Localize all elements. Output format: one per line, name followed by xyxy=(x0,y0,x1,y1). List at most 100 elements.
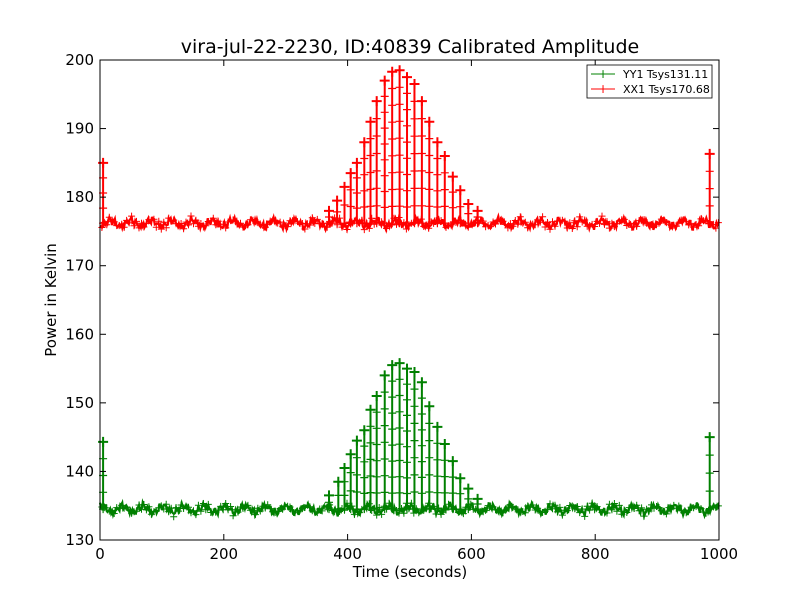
spike-marker xyxy=(372,166,381,175)
spike-marker xyxy=(372,424,381,433)
spike-marker xyxy=(372,201,381,210)
baseline-marker xyxy=(187,212,195,220)
spike-marker xyxy=(395,424,404,432)
baseline-marker xyxy=(194,501,202,509)
spike-marker xyxy=(395,202,404,211)
spike-marker xyxy=(410,132,419,141)
spike-marker xyxy=(366,185,375,194)
baseline-marker xyxy=(553,508,561,516)
baseline-marker xyxy=(687,219,695,227)
spike-marker xyxy=(456,489,465,498)
baseline-marker xyxy=(142,219,150,227)
spike-marker xyxy=(417,201,426,210)
spike-marker xyxy=(403,489,411,498)
baseline-marker xyxy=(573,223,581,231)
spike-marker xyxy=(433,488,442,497)
spike-marker xyxy=(388,118,397,127)
baseline-marker xyxy=(546,225,554,233)
baseline-marker xyxy=(588,499,596,507)
x-tick-label: 800 xyxy=(581,545,610,563)
spike-marker xyxy=(380,455,389,463)
spike-marker xyxy=(352,453,361,462)
spike-marker xyxy=(425,134,434,143)
spike-marker xyxy=(388,101,397,110)
peak-point xyxy=(424,401,435,412)
baseline-marker xyxy=(576,509,584,517)
spike-marker xyxy=(456,202,465,211)
spike-marker xyxy=(388,457,397,466)
peak-point xyxy=(409,79,420,89)
baseline-marker xyxy=(219,220,227,228)
spike-marker xyxy=(395,472,404,481)
peak-point xyxy=(339,463,350,473)
baseline-marker xyxy=(244,221,252,229)
spike-marker xyxy=(403,170,411,179)
peak-point xyxy=(432,137,443,148)
spike-marker xyxy=(388,393,397,402)
baseline-marker xyxy=(578,505,586,513)
baseline-marker xyxy=(605,500,613,508)
baseline-marker xyxy=(544,506,551,514)
spike-marker xyxy=(433,203,442,211)
baseline-marker xyxy=(133,507,140,515)
baseline-marker xyxy=(301,225,309,233)
spike-marker xyxy=(417,149,426,158)
spike-marker xyxy=(425,419,434,428)
spike-marker xyxy=(417,394,426,403)
spike-marker xyxy=(403,154,411,163)
spike-marker xyxy=(388,473,397,482)
baseline-marker xyxy=(608,506,616,514)
legend: + YY1 Tsys131.11 + XX1 Tsys170.68 xyxy=(586,64,713,99)
baseline-marker xyxy=(237,219,244,227)
baseline-marker xyxy=(556,503,564,511)
spike-marker xyxy=(360,457,369,466)
peak-point xyxy=(463,483,474,494)
x-tick-label: 0 xyxy=(95,545,105,563)
y-tick-label: 180 xyxy=(65,188,94,206)
baseline-marker xyxy=(222,500,230,507)
spike-marker xyxy=(395,456,404,465)
spike-marker xyxy=(403,395,411,404)
baseline-marker xyxy=(313,215,321,223)
peak-point xyxy=(394,65,405,76)
baseline-marker xyxy=(135,224,143,232)
baseline-marker xyxy=(536,218,544,226)
spike-marker xyxy=(440,168,449,177)
spike-marker xyxy=(366,455,375,464)
baseline-marker xyxy=(591,223,599,230)
baseline-marker xyxy=(192,216,200,224)
baseline-marker xyxy=(514,220,522,228)
baseline-marker xyxy=(603,509,611,517)
spike-marker xyxy=(380,388,389,397)
series-yy1 xyxy=(98,358,722,521)
spike-marker xyxy=(333,219,342,228)
spike-marker xyxy=(448,219,457,228)
spike-marker xyxy=(388,202,397,211)
peak-point xyxy=(455,473,466,484)
baseline-marker xyxy=(192,511,200,519)
spike-marker xyxy=(705,167,714,176)
baseline-marker xyxy=(190,507,197,515)
baseline-marker xyxy=(383,225,391,232)
baseline-marker xyxy=(613,507,621,515)
baseline-marker xyxy=(365,224,373,232)
baseline-marker xyxy=(603,218,611,226)
spike-marker xyxy=(366,472,375,480)
peak-point xyxy=(371,96,382,107)
spike-marker xyxy=(360,473,369,482)
spike-marker xyxy=(425,505,434,514)
spike-marker xyxy=(705,469,714,478)
spike-marker xyxy=(346,486,355,495)
spike-marker xyxy=(403,473,411,482)
baseline-marker xyxy=(251,511,259,519)
spike-marker xyxy=(410,436,419,445)
spike-marker xyxy=(372,184,381,193)
spike-marker xyxy=(417,184,426,193)
spike-marker xyxy=(395,391,404,400)
spike-marker xyxy=(340,477,349,486)
x-tick-label: 200 xyxy=(209,545,238,563)
baseline-marker xyxy=(581,512,589,520)
spike-marker xyxy=(395,168,404,177)
spike-marker xyxy=(425,151,434,160)
legend-marker-yy1: + xyxy=(598,67,608,81)
